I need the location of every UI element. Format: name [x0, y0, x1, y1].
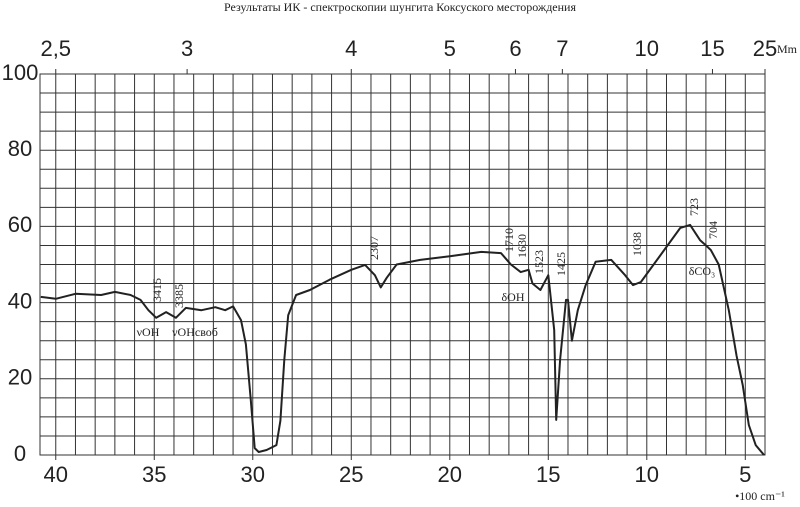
spectrum-line: [40, 223, 765, 456]
x2-tick-label: 10: [635, 36, 659, 61]
x-axis-label: •100 cm⁻¹: [735, 489, 785, 503]
annotation: 1710: [502, 228, 516, 252]
x-tick-label: 15: [536, 462, 560, 487]
annotation: νOH: [137, 325, 160, 339]
annotation: 3415: [150, 278, 164, 302]
chart-title: Результаты ИК - спектроскопии шунгита Ко…: [224, 0, 576, 14]
x2-tick-label: 7: [556, 36, 568, 61]
x2-tick-label: 6: [509, 36, 521, 61]
annotation: 1425: [554, 252, 568, 276]
annotation: δOH: [502, 290, 525, 304]
x-tick-label: 30: [241, 462, 265, 487]
y-tick-label: 0: [14, 441, 26, 466]
y-tick-label: 60: [8, 212, 32, 237]
annotation: δCO₃: [689, 264, 716, 278]
y-tick-label: 100: [2, 60, 39, 85]
x-tick-label: 25: [339, 462, 363, 487]
y-tick-label: 20: [8, 365, 32, 390]
annotation: 2307: [367, 236, 381, 260]
x2-tick-label: 15: [700, 36, 724, 61]
x2-tick-label: 2,5: [40, 36, 71, 61]
x-tick-label: 5: [739, 462, 751, 487]
y-tick-label: 80: [8, 136, 32, 161]
x-tick-label: 35: [142, 462, 166, 487]
annotation: 1523: [532, 250, 546, 274]
annotation: 723: [687, 198, 701, 216]
x-tick-label: 40: [44, 462, 68, 487]
annotation: νOHсвоб: [172, 325, 218, 339]
x2-tick-label: 4: [345, 36, 357, 61]
annotation: 3385: [172, 284, 186, 308]
annotation: 1038: [630, 232, 644, 256]
x2-axis-label: Mm: [777, 42, 798, 56]
x2-tick-label: 25: [753, 36, 777, 61]
plot-frame: [39, 73, 766, 456]
x2-tick-label: 3: [181, 36, 193, 61]
annotation: 1630: [515, 234, 529, 258]
annotation: 704: [706, 221, 720, 239]
y-tick-label: 40: [8, 288, 32, 313]
x2-tick-label: 5: [444, 36, 456, 61]
x-tick-label: 20: [438, 462, 462, 487]
x-tick-label: 10: [635, 462, 659, 487]
